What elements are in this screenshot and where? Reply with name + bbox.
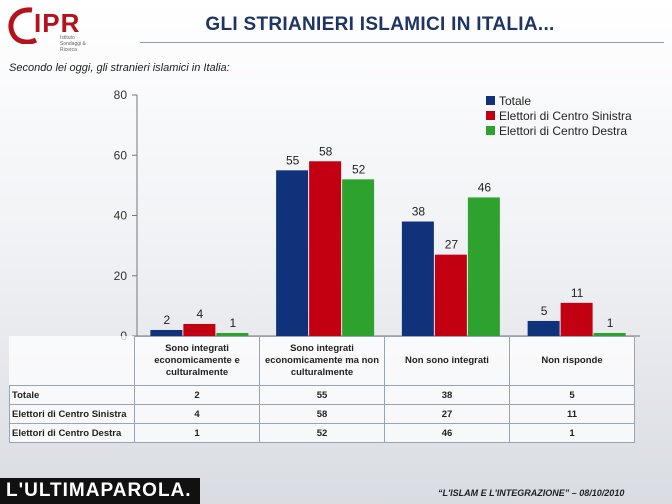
logo-text: IPR bbox=[34, 8, 81, 38]
survey-question: Secondo lei oggi, gli stranieri islamici… bbox=[9, 62, 230, 74]
category-label-line: culturalmente bbox=[165, 367, 229, 378]
data-label: 38 bbox=[412, 205, 426, 219]
bar-1-1 bbox=[309, 161, 342, 336]
table-cell: 58 bbox=[259, 404, 385, 424]
slide-title: GLI STRIANIERI ISLAMICI IN ITALIA... bbox=[205, 14, 555, 35]
table-cell: 5 bbox=[509, 385, 635, 405]
data-table: Sono integrati economicamente e culturalme… bbox=[9, 336, 635, 443]
legend-swatch bbox=[486, 111, 495, 120]
data-label: 5 bbox=[541, 304, 548, 318]
category-label-line: Non sono integrati bbox=[405, 355, 489, 366]
table-row-label: Totale bbox=[9, 385, 135, 405]
footer-logo: L'ULTIMAPAROLA. bbox=[0, 478, 200, 504]
logo-swoosh-icon bbox=[8, 7, 38, 44]
legend-entry: Elettori di Centro Destra bbox=[499, 124, 627, 138]
category-label-line: culturalmente bbox=[290, 367, 354, 378]
data-label: 46 bbox=[478, 180, 492, 194]
table-cell: 52 bbox=[259, 423, 385, 443]
data-label: 52 bbox=[352, 162, 366, 176]
y-tick-label: 20 bbox=[114, 269, 128, 283]
y-tick-label: 40 bbox=[114, 209, 128, 223]
bar-2-2 bbox=[467, 197, 500, 336]
data-label: 1 bbox=[230, 316, 237, 330]
footer-caption: “L'ISLAM E L'INTEGRAZIONE” – 08/10/2010 bbox=[438, 488, 625, 498]
table-cell: 46 bbox=[384, 423, 510, 443]
table-header-row: Sono integrati economicamente e culturalme… bbox=[9, 336, 635, 386]
table-cell: 4 bbox=[134, 404, 260, 424]
table-category-header: Sono integrati economicamente ma non cultu… bbox=[259, 336, 385, 386]
table-category-header: Non risponde bbox=[509, 336, 635, 386]
bar-1-0 bbox=[183, 323, 216, 336]
bar-0-2 bbox=[401, 221, 434, 336]
table-cell: 38 bbox=[384, 385, 510, 405]
y-tick-label: 60 bbox=[114, 148, 128, 162]
category-label-line: economicamente e bbox=[154, 355, 240, 366]
table-cell: 11 bbox=[509, 404, 635, 424]
logo-subtitle-line1: Istituto bbox=[60, 35, 75, 41]
table-cell: 27 bbox=[384, 404, 510, 424]
ipr-logo: IPR Istituto Sondaggi & Ricerca bbox=[4, 2, 94, 53]
data-label: 2 bbox=[164, 313, 171, 327]
table-row-label: Elettori di Centro Destra bbox=[9, 423, 135, 443]
bar-2-0 bbox=[216, 332, 249, 336]
table-cell: 2 bbox=[134, 385, 260, 405]
y-tick-label: 80 bbox=[114, 88, 128, 102]
table-row: Elettori di Centro Sinistra 4 58 27 11 bbox=[9, 404, 635, 424]
table-row: Elettori di Centro Destra 1 52 46 1 bbox=[9, 423, 635, 443]
bar-0-0 bbox=[150, 329, 183, 336]
bar-2-3 bbox=[593, 332, 626, 336]
logo-subtitle: Istituto Sondaggi & Ricerca bbox=[60, 35, 94, 53]
logo-subtitle-line2: Sondaggi & Ricerca bbox=[60, 41, 86, 53]
data-label: 58 bbox=[319, 144, 333, 158]
data-label: 1 bbox=[607, 316, 614, 330]
table-row: Totale 2 55 38 5 bbox=[9, 385, 635, 405]
legend-swatch bbox=[486, 96, 495, 105]
legend-swatch bbox=[486, 126, 495, 135]
legend-entry: Totale bbox=[499, 94, 531, 108]
data-label: 55 bbox=[286, 153, 300, 167]
category-label-line: Sono integrati bbox=[165, 343, 229, 354]
table-cell: 1 bbox=[509, 423, 635, 443]
bar-0-3 bbox=[527, 320, 560, 336]
table-cell: 1 bbox=[134, 423, 260, 443]
data-label: 11 bbox=[571, 286, 584, 300]
bar-0-1 bbox=[276, 170, 309, 336]
table-row-label: Elettori di Centro Sinistra bbox=[9, 404, 135, 424]
table-corner bbox=[9, 336, 135, 386]
chart-bars bbox=[150, 161, 626, 336]
data-label: 27 bbox=[445, 238, 459, 252]
category-label-line: Non risponde bbox=[541, 355, 603, 366]
category-label-line: economicamente ma non bbox=[264, 355, 380, 366]
bar-2-1 bbox=[342, 179, 375, 336]
bar-1-3 bbox=[560, 302, 593, 336]
title-divider bbox=[140, 42, 664, 43]
table-category-header: Sono integrati economicamente e culturalme… bbox=[134, 336, 260, 386]
data-label: 4 bbox=[197, 307, 204, 321]
bar-1-2 bbox=[434, 254, 467, 336]
category-label-line: Sono integrati bbox=[290, 343, 354, 354]
table-cell: 55 bbox=[259, 385, 385, 405]
table-category-header: Non sono integrati bbox=[384, 336, 510, 386]
legend-entry: Elettori di Centro Sinistra bbox=[499, 109, 632, 123]
